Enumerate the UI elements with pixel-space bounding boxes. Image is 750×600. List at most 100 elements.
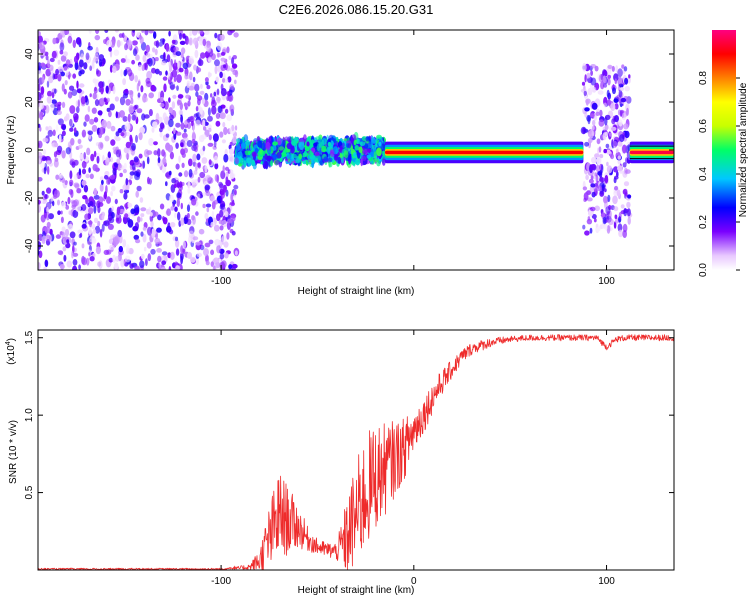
spectrogram-marks xyxy=(38,30,674,270)
spectrogram-cell xyxy=(234,250,238,256)
spectrogram-cell xyxy=(241,142,247,150)
spectrogram-cell xyxy=(191,30,198,36)
spectrogram-cell xyxy=(595,174,599,184)
spectrogram-cell xyxy=(610,153,615,160)
spectrogram-cell xyxy=(125,244,130,252)
spectrogram-cell xyxy=(81,223,87,229)
spectrogram-cell xyxy=(122,168,127,174)
spectrogram-cell xyxy=(180,148,186,156)
spectrogram-cell xyxy=(91,237,97,244)
spectrogram-cell xyxy=(89,118,95,125)
spectrogram-cell xyxy=(38,262,41,270)
spectrogram-cell xyxy=(216,213,221,222)
spectrogram-cell xyxy=(582,186,588,191)
spectrogram-cell xyxy=(268,136,272,142)
spectrogram-cell xyxy=(315,154,321,163)
spectrogram-cell xyxy=(356,138,360,145)
spectrogram-cell xyxy=(60,210,63,215)
spectrogram-cell xyxy=(73,55,79,64)
spectrogram-cell xyxy=(623,207,628,217)
spectrogram-cell xyxy=(39,111,44,121)
spectrogram-cell xyxy=(171,101,176,109)
spectrogram-cell xyxy=(47,90,52,97)
spectrogram-cell xyxy=(77,64,82,71)
spectrogram-cell xyxy=(176,85,179,91)
spectrogram-cell xyxy=(39,41,45,50)
spectrogram-cell xyxy=(589,113,595,118)
spectrogram-cell xyxy=(38,91,42,101)
spectrogram-cell xyxy=(65,147,72,155)
spectrogram-cell xyxy=(588,178,594,184)
spectrogram-cell xyxy=(81,129,87,138)
spectrogram-cell xyxy=(343,150,349,159)
spectrogram-cell xyxy=(182,247,186,255)
spectrogram-cell xyxy=(591,191,596,198)
spectrogram-cell xyxy=(223,126,228,136)
spectrogram-cell xyxy=(39,126,42,132)
spectrogram-cell xyxy=(168,170,172,176)
svg-text:(x104): (x104) xyxy=(5,338,17,365)
colorbar-tick-label: 0.4 xyxy=(698,167,709,181)
spectrogram-cell xyxy=(96,68,99,75)
spectrogram-cell xyxy=(148,92,154,99)
spectrogram-cell xyxy=(214,162,219,170)
spectrogram-cell xyxy=(64,30,70,35)
spectrogram-cell xyxy=(89,256,95,262)
spectrogram-cell xyxy=(131,59,136,65)
spectrogram-cell xyxy=(175,131,182,136)
spectrogram-cell xyxy=(213,155,219,165)
spectrogram-cell xyxy=(605,143,610,149)
spectrogram-cell xyxy=(140,213,145,218)
spectrogram-cell xyxy=(196,67,202,73)
spectrogram-cell xyxy=(221,235,227,243)
spectrogram-cell xyxy=(231,57,235,65)
spectrogram-cell xyxy=(212,133,219,142)
spectrogram-cell xyxy=(132,225,139,232)
spectrogram-cell xyxy=(125,141,132,149)
spectrogram-cell xyxy=(188,158,193,167)
spectrogram-cell xyxy=(282,139,286,147)
spectrogram-cell xyxy=(177,94,184,99)
spectrogram-cell xyxy=(218,258,222,263)
spectrogram-cell xyxy=(114,262,119,270)
spectrogram-cell xyxy=(109,103,115,111)
spectrogram-cell xyxy=(587,87,593,96)
spectrogram-cell xyxy=(38,199,41,205)
spectrogram-cell xyxy=(599,154,604,159)
spectrogram-cell xyxy=(189,31,192,37)
spectrogram-cell xyxy=(210,195,215,202)
spectrogram-cell xyxy=(590,70,593,76)
spectrogram-cell xyxy=(77,138,82,145)
spectrogram-cell xyxy=(43,266,47,270)
spectrogram-cell xyxy=(42,137,49,143)
spectrogram-cell xyxy=(603,83,608,88)
spectrogram-cell xyxy=(163,52,166,61)
spectrogram-cell xyxy=(69,105,76,114)
snr-exponent-base: (x10 xyxy=(6,345,17,365)
spectrogram-cell xyxy=(129,263,134,269)
spectrogram-cell xyxy=(625,157,628,164)
snr-axes: -100 0 100 0.5 1.0 1.5 xyxy=(24,330,674,587)
spectrogram-cell xyxy=(61,124,66,131)
spectrogram-cell xyxy=(222,78,226,83)
spectrogram-cell xyxy=(607,194,611,203)
spectrogram-cell xyxy=(592,119,596,126)
spectrogram-cell xyxy=(175,122,181,128)
spectrogram-cell xyxy=(234,157,239,165)
spectrogram-cell xyxy=(116,39,121,48)
spectrogram-cell xyxy=(114,96,119,102)
spectrogram-cell xyxy=(55,68,59,76)
spectrogram-cell xyxy=(614,214,618,220)
spectrogram-cell xyxy=(591,130,595,136)
spectrogram-cell xyxy=(607,99,611,106)
spectrogram-cell xyxy=(184,214,188,220)
spectrogram-cell xyxy=(192,37,199,45)
spectrogram-cell xyxy=(61,226,66,233)
spectrogram-frame xyxy=(37,29,675,271)
spectrogram-cell xyxy=(57,66,64,73)
spectrogram-cell xyxy=(104,135,110,142)
spectrogram-cell xyxy=(89,93,92,98)
spectrogram-cell xyxy=(265,141,271,151)
spectrogram-cell xyxy=(316,143,321,151)
spectrogram-cell xyxy=(616,189,621,197)
